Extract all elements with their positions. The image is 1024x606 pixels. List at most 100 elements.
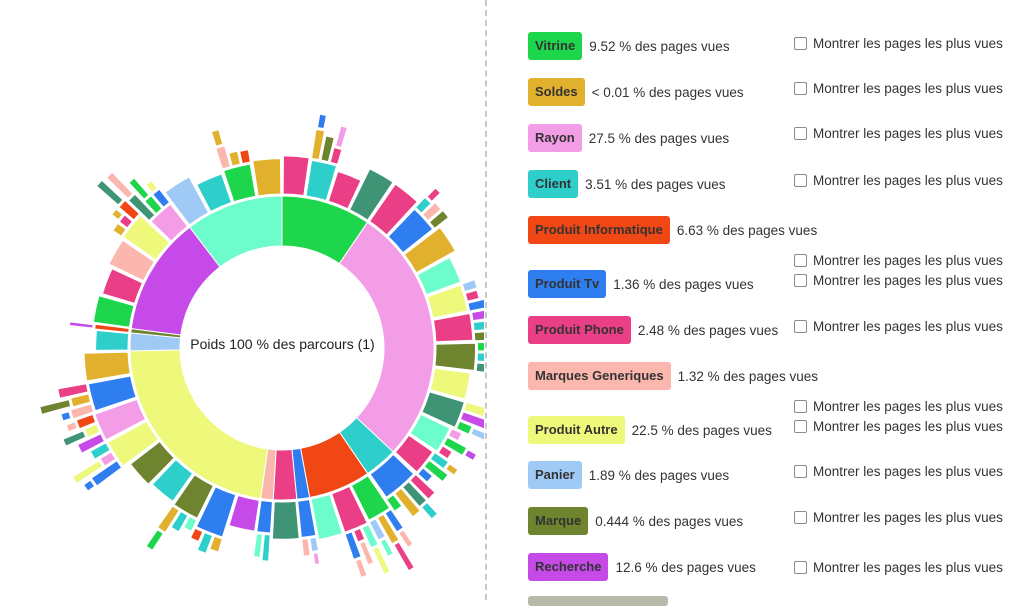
ring3-segment[interactable] <box>90 460 123 487</box>
ring4-segment[interactable] <box>420 501 439 520</box>
category-badge-partial[interactable] <box>528 596 668 606</box>
ring2-segment[interactable] <box>271 500 300 540</box>
ring4-segment[interactable] <box>354 558 368 579</box>
ring2-segment[interactable] <box>94 398 147 441</box>
ring3-segment[interactable] <box>76 433 106 454</box>
ring2-segment[interactable] <box>92 295 135 328</box>
ring3-segment[interactable] <box>170 510 189 533</box>
ring3-segment[interactable] <box>394 487 421 518</box>
ring2-segment[interactable] <box>95 329 130 351</box>
ring3-segment[interactable] <box>409 473 436 500</box>
ring3-segment[interactable] <box>215 145 232 170</box>
category-badge[interactable]: Marques Generiques <box>528 362 671 390</box>
ring4-segment[interactable] <box>312 552 321 566</box>
ring3-segment[interactable] <box>447 428 463 442</box>
category-badge[interactable]: Produit Autre <box>528 416 625 444</box>
ring3-segment[interactable] <box>329 146 343 165</box>
ring2-segment[interactable] <box>403 226 456 274</box>
show-top-pages-option[interactable]: Montrer les pages les plus vues <box>794 79 1003 97</box>
ring4-segment[interactable] <box>111 208 124 221</box>
ring3-segment[interactable] <box>69 403 95 420</box>
ring3-segment[interactable] <box>118 199 141 221</box>
ring3-segment[interactable] <box>428 209 450 230</box>
show-top-pages-option[interactable]: Montrer les pages les plus vues <box>794 34 1003 52</box>
ring3-segment[interactable] <box>376 513 400 545</box>
ring3-segment[interactable] <box>459 411 484 431</box>
ring2-segment[interactable] <box>223 163 257 203</box>
ring3-segment[interactable] <box>344 531 362 560</box>
ring2-segment[interactable] <box>297 498 317 538</box>
ring3-segment[interactable] <box>310 128 326 161</box>
ring3-segment[interactable] <box>455 420 473 435</box>
ring2-segment[interactable] <box>196 173 233 213</box>
category-badge[interactable]: Produit Tv <box>528 270 607 298</box>
ring2-segment[interactable] <box>432 312 474 343</box>
ring3-segment[interactable] <box>209 535 223 553</box>
ring2-segment[interactable] <box>368 183 418 236</box>
ring3-segment[interactable] <box>152 188 171 208</box>
ring2-segment[interactable] <box>173 474 214 519</box>
show-top-pages-checkbox[interactable] <box>794 81 807 95</box>
ring2-segment[interactable] <box>195 486 237 538</box>
show-top-pages-option[interactable]: Montrer les pages les plus vues <box>794 508 1003 526</box>
ring4-segment[interactable] <box>62 430 87 447</box>
ring3-segment[interactable] <box>99 451 117 467</box>
ring2-segment[interactable] <box>305 159 338 202</box>
show-top-pages-option[interactable]: Montrer les pages les plus vues <box>794 124 1003 142</box>
ring3-segment[interactable] <box>183 515 198 532</box>
ring3-segment[interactable] <box>70 393 92 408</box>
ring3-segment[interactable] <box>464 289 480 302</box>
ring4-segment[interactable] <box>398 529 414 548</box>
ring3-segment[interactable] <box>75 413 97 430</box>
show-top-pages-checkbox[interactable] <box>794 510 807 524</box>
show-top-pages-checkbox[interactable] <box>794 126 807 140</box>
ring3-segment[interactable] <box>417 467 434 483</box>
ring3-segment[interactable] <box>68 321 94 329</box>
ring3-segment[interactable] <box>253 533 264 558</box>
ring3-segment[interactable] <box>442 436 468 457</box>
show-top-pages-checkbox[interactable] <box>794 319 807 333</box>
ring-segment[interactable] <box>338 221 435 453</box>
ring3-segment[interactable] <box>57 383 89 399</box>
ring3-segment[interactable] <box>463 401 484 418</box>
ring3-segment[interactable] <box>112 222 127 237</box>
ring3-segment[interactable] <box>471 309 484 322</box>
category-badge[interactable]: Panier <box>528 461 582 489</box>
ring3-segment[interactable] <box>385 494 403 512</box>
ring2-segment[interactable] <box>101 268 144 305</box>
show-top-pages-option[interactable]: Montrer les pages les plus vues <box>794 417 1003 435</box>
ring2-segment[interactable] <box>369 453 415 499</box>
ring2-segment[interactable] <box>108 239 156 282</box>
ring4-segment[interactable] <box>379 538 394 557</box>
ring3-segment[interactable] <box>472 320 484 332</box>
ring4-segment[interactable] <box>335 125 348 149</box>
ring2-segment[interactable] <box>429 367 471 400</box>
show-top-pages-option[interactable]: Montrer les pages les plus vues <box>794 171 1003 189</box>
category-badge[interactable]: Produit Informatique <box>528 216 670 244</box>
ring3-segment[interactable] <box>301 538 311 557</box>
ring4-segment[interactable] <box>393 541 415 572</box>
ring4-segment[interactable] <box>316 113 327 130</box>
ring3-segment[interactable] <box>384 508 404 533</box>
category-badge[interactable]: Client <box>528 170 579 198</box>
ring3-segment[interactable] <box>228 150 241 167</box>
category-badge[interactable]: Recherche <box>528 553 609 581</box>
ring3-segment[interactable] <box>461 279 478 293</box>
ring4-segment[interactable] <box>60 411 72 422</box>
ring3-segment[interactable] <box>118 214 134 229</box>
ring2-segment[interactable] <box>327 170 362 210</box>
ring4-segment[interactable] <box>359 540 375 566</box>
ring3-segment[interactable] <box>476 352 484 363</box>
ring3-segment[interactable] <box>239 149 251 165</box>
ring2-segment[interactable] <box>282 155 310 197</box>
category-badge[interactable]: Vitrine <box>528 32 583 60</box>
show-top-pages-checkbox[interactable] <box>794 560 807 574</box>
show-top-pages-option[interactable]: Montrer les pages les plus vues <box>794 462 1003 480</box>
ring4-segment[interactable] <box>65 421 78 433</box>
ring4-segment[interactable] <box>145 179 159 194</box>
show-top-pages-checkbox[interactable] <box>794 36 807 50</box>
ring4-segment[interactable] <box>145 528 164 551</box>
ring2-segment[interactable] <box>387 208 434 254</box>
ring2-segment[interactable] <box>394 434 434 473</box>
ring3-segment[interactable] <box>353 527 366 543</box>
